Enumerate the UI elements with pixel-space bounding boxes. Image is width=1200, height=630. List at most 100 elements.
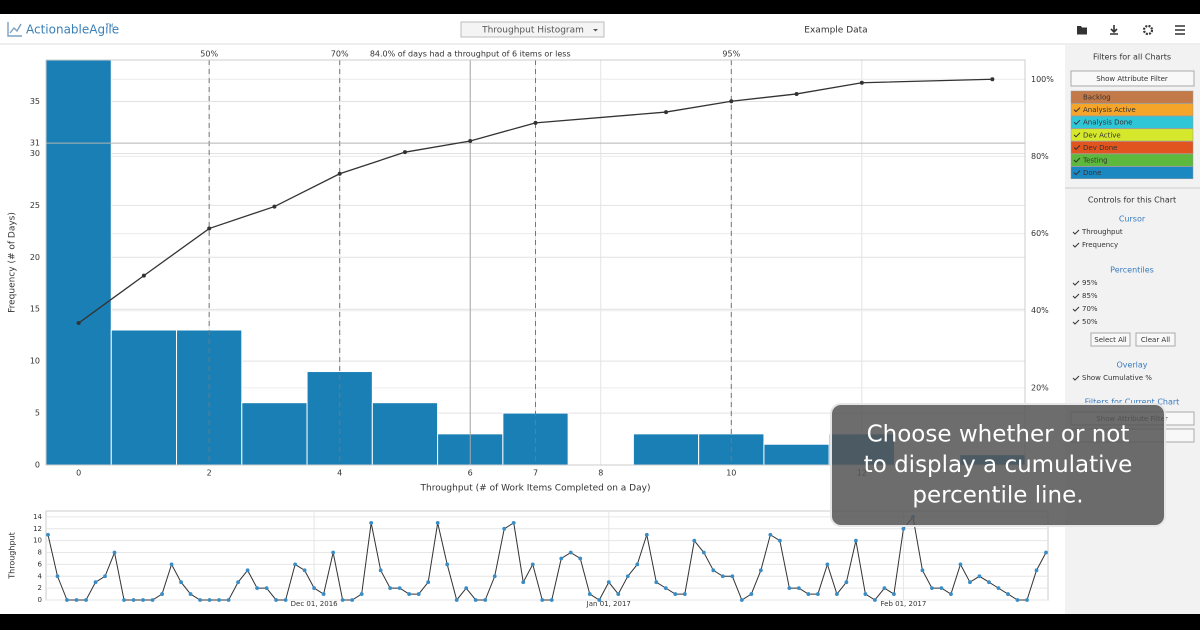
x-tick-label: Feb 01, 2017 [881, 600, 927, 608]
throughput-point [530, 562, 535, 567]
throughput-point [635, 562, 640, 567]
y-tick-label: 12 [33, 525, 42, 533]
throughput-point [616, 592, 621, 596]
tooltip-text: percentile line. [912, 483, 1083, 509]
y-tick-label: 15 [30, 305, 40, 314]
button-label: Clear All [1141, 336, 1170, 344]
y-tick-label: 10 [30, 357, 40, 366]
throughput-point [226, 598, 231, 602]
y-axis-label: Throughput [8, 532, 17, 579]
option-label[interactable]: 50% [1082, 318, 1098, 326]
throughput-point [483, 598, 488, 602]
download-icon[interactable] [1110, 25, 1118, 35]
throughput-point [179, 580, 183, 585]
throughput-point [930, 586, 934, 591]
throughput-point [739, 598, 744, 602]
throughput-point [1006, 592, 1010, 596]
bar [110, 329, 178, 466]
section-title: Filters for all Charts [1093, 53, 1171, 62]
state-label: Done [1083, 169, 1101, 177]
throughput-point [473, 598, 478, 602]
button[interactable] [1090, 332, 1131, 347]
state-swatch[interactable] [1070, 141, 1194, 154]
x-tick-label: Dec 01, 2016 [291, 600, 338, 608]
state-label: Analysis Done [1083, 119, 1132, 127]
state-swatch[interactable] [1070, 166, 1194, 180]
throughput-point [160, 592, 164, 596]
throughput-point [131, 598, 136, 602]
percentile-label: 95% [722, 50, 740, 59]
throughput-point [264, 586, 269, 591]
cumulative-point [207, 226, 212, 231]
chart-select[interactable] [460, 21, 605, 38]
check-icon [1073, 157, 1081, 163]
x-tick-label: 0 [76, 469, 81, 478]
throughput-point [217, 598, 221, 602]
cumulative-point [794, 91, 799, 96]
throughput-point [768, 532, 773, 537]
logo[interactable]: ActionableAgile [26, 23, 119, 37]
throughput-point [293, 562, 298, 567]
check-icon [1073, 132, 1081, 138]
throughput-point [559, 556, 564, 561]
option-label[interactable]: Show Cumulative % [1082, 374, 1152, 382]
cumulative-point [468, 139, 473, 143]
open-icon[interactable] [1077, 26, 1087, 35]
throughput-point [103, 574, 107, 579]
y-tick-label: 30 [30, 149, 40, 158]
y-tick-label: 35 [30, 97, 40, 106]
check-icon [1072, 319, 1080, 325]
throughput-point [892, 592, 896, 596]
throughput-point [331, 550, 336, 555]
cumulative-point [141, 273, 146, 278]
menu-icon[interactable] [1175, 25, 1185, 35]
state-swatch[interactable] [1070, 115, 1194, 129]
throughput-point [854, 538, 858, 543]
throughput-point [882, 586, 887, 591]
state-swatch[interactable] [1070, 153, 1194, 167]
throughput-point [682, 592, 687, 596]
throughput-point [606, 580, 611, 585]
logo-icon [7, 22, 22, 37]
throughput-point [644, 532, 649, 537]
group-title: Filters for Current Chart [1085, 398, 1180, 407]
state-swatch[interactable] [1070, 90, 1194, 104]
throughput-point [749, 592, 754, 596]
option-label[interactable]: 85% [1082, 292, 1098, 300]
percentile-label: 70% [331, 50, 349, 59]
throughput-point [711, 568, 716, 573]
check-icon [1072, 293, 1080, 299]
option-label[interactable]: 70% [1082, 305, 1098, 313]
throughput-point [701, 550, 706, 555]
throughput-point [730, 574, 735, 579]
state-swatch[interactable] [1070, 128, 1194, 142]
y-tick-label: 20 [30, 253, 40, 262]
settings-icon[interactable] [1142, 24, 1154, 36]
state-label: Testing [1082, 157, 1108, 165]
button[interactable] [1070, 70, 1195, 87]
option-label[interactable]: 95% [1082, 279, 1098, 287]
throughput-point [549, 598, 554, 602]
header: ActionableAgile TM Throughput Histogram … [0, 21, 1200, 45]
button[interactable] [1135, 332, 1176, 347]
charts: 05101520253035024678101220%40%60%80%100%… [8, 50, 1055, 609]
select-arrow [593, 29, 598, 32]
option-label[interactable]: Frequency [1082, 241, 1118, 249]
x-tick-label: 10 [726, 469, 736, 478]
throughput-point [435, 520, 440, 525]
throughput-point [93, 580, 98, 585]
state-swatch[interactable] [1070, 103, 1194, 117]
throughput-point [378, 568, 383, 573]
tooltip: Choose whether or not to display a cumula… [830, 403, 1166, 527]
throughput-point [587, 592, 592, 596]
throughput-point [169, 562, 174, 567]
bar [632, 433, 700, 466]
state-label: Dev Done [1083, 144, 1117, 152]
throughput-point [673, 592, 678, 596]
throughput-point [920, 568, 925, 573]
throughput-point [388, 586, 393, 591]
cumulative-point [533, 120, 538, 125]
option-label[interactable]: Throughput [1081, 228, 1123, 236]
bar [763, 443, 830, 466]
throughput-point [863, 592, 868, 596]
